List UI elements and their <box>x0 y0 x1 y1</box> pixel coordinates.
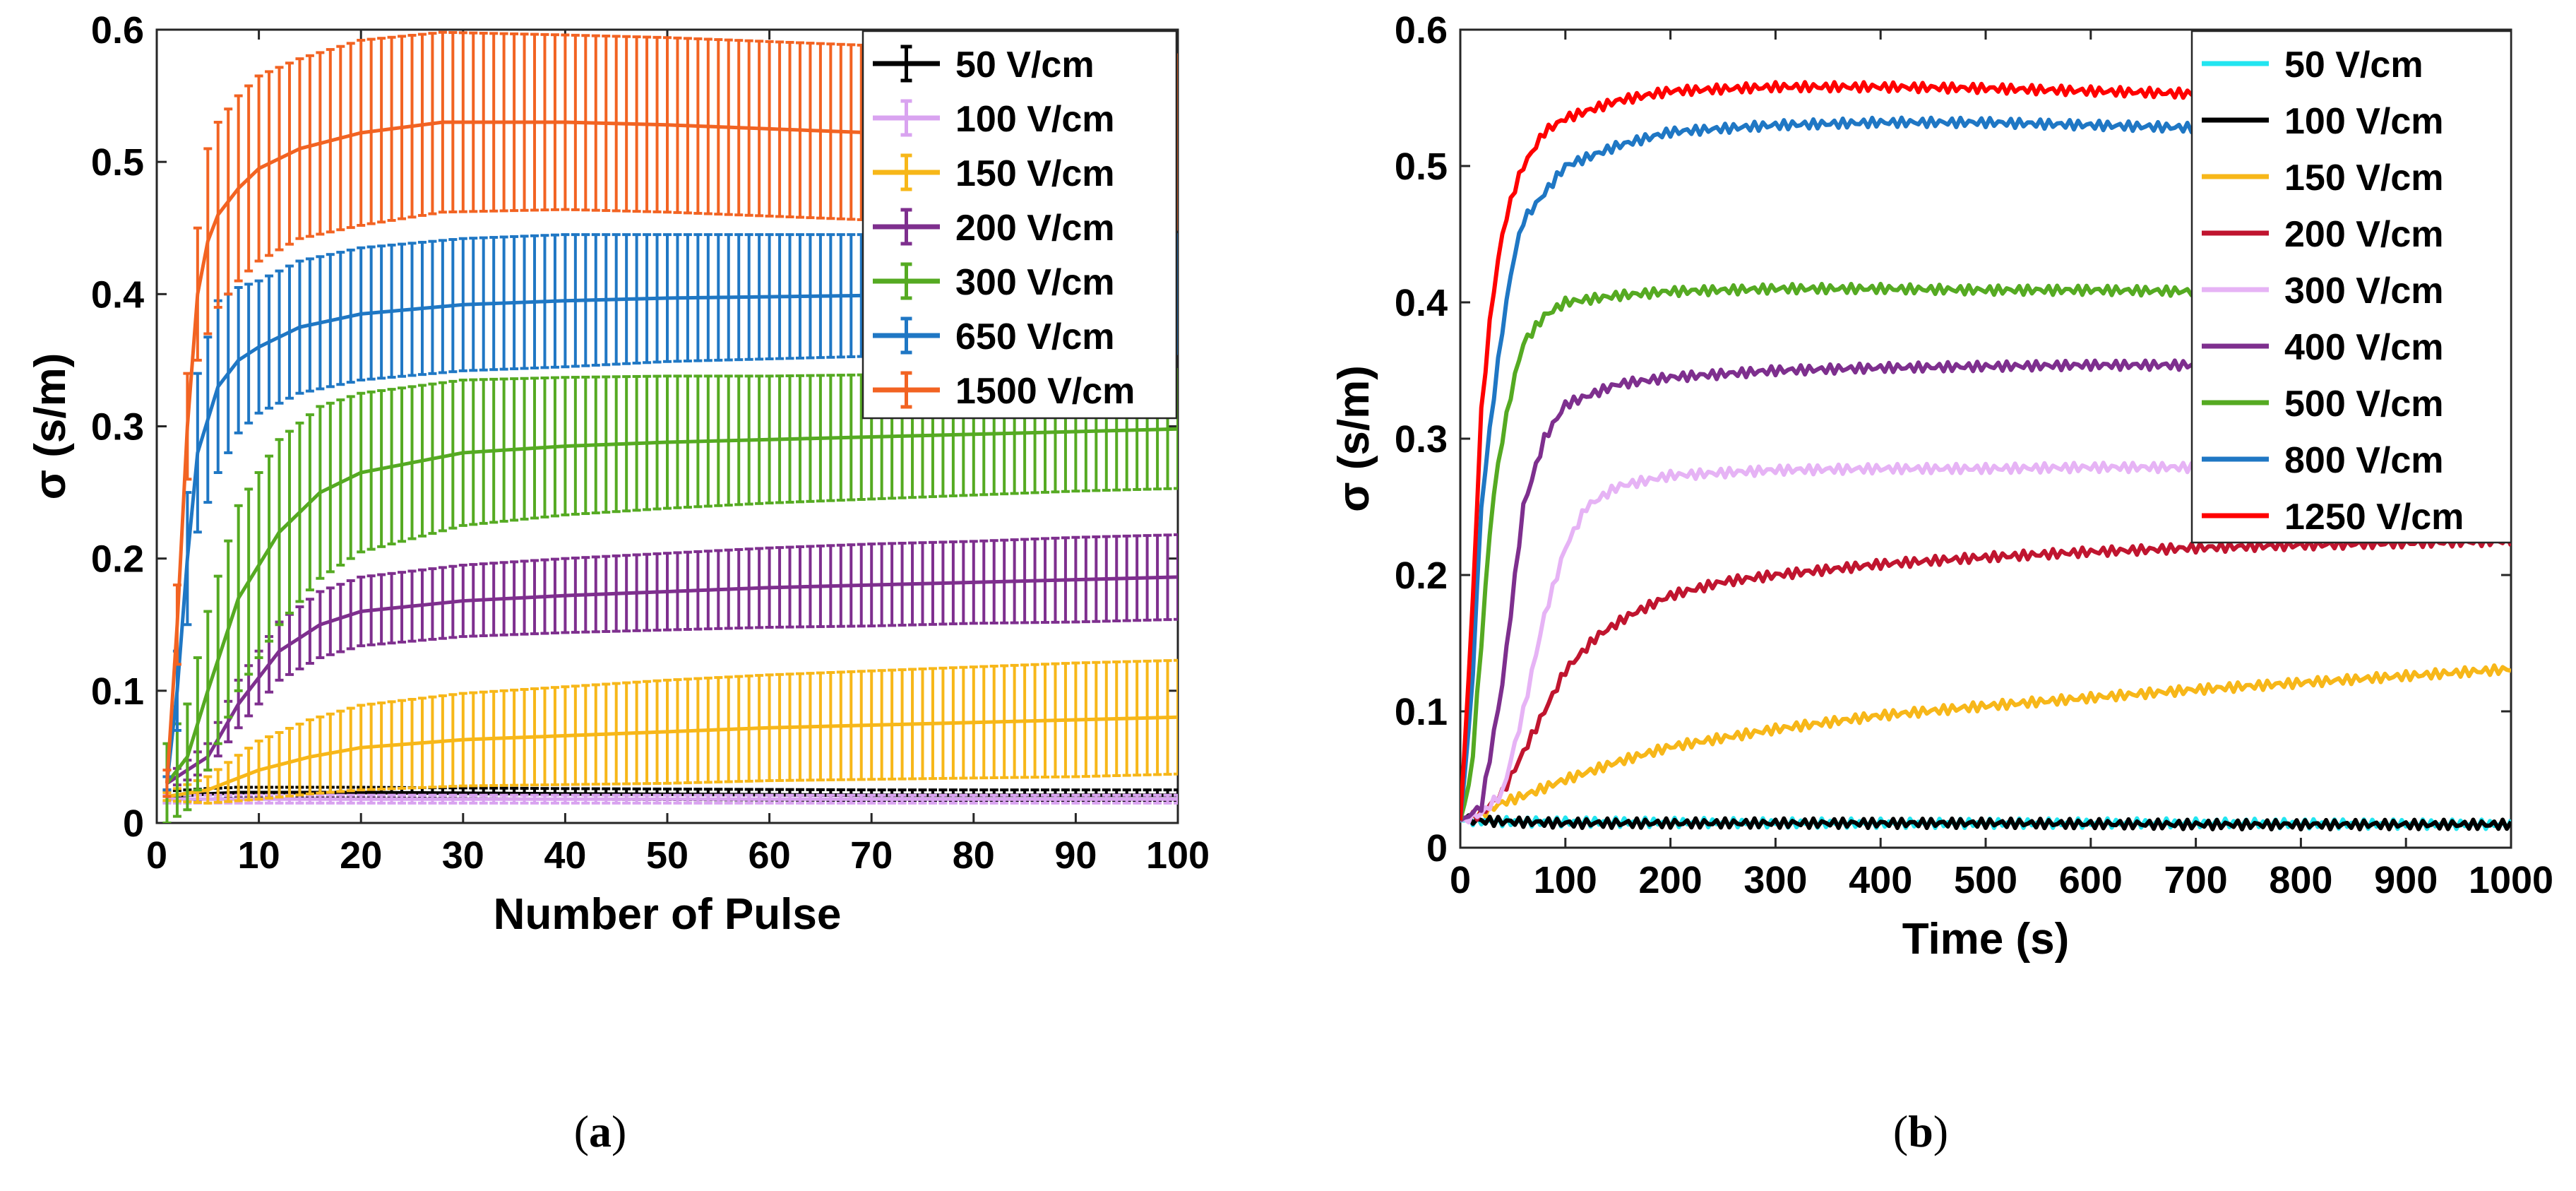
legend-label: 200 V/cm <box>2284 214 2444 255</box>
legend: 50 V/cm 100 V/cm 150 V/cm 200 V/cm 300 V/cm 6… <box>861 30 1178 420</box>
x-tick-label: 70 <box>850 834 893 877</box>
y-tick-label: 0.4 <box>1395 282 1448 324</box>
legend-label: 300 V/cm <box>2284 271 2444 312</box>
x-tick-label: 30 <box>442 834 484 877</box>
x-tick-label: 1000 <box>2469 859 2553 901</box>
series-150-v-cm <box>162 658 1178 805</box>
x-tick-label: 600 <box>2059 859 2123 901</box>
series-200-v-cm <box>1460 534 2511 824</box>
x-tick-label: 60 <box>749 834 791 877</box>
y-tick-label: 0.1 <box>91 670 144 713</box>
chart-a: 0 10 20 30 40 50 60 70 80 90 100 0 0.1 0.2 0.3 0.4 0.5 0.… <box>26 9 1210 939</box>
legend-label: 500 V/cm <box>2284 384 2444 425</box>
x-tick-label: 500 <box>1954 859 2017 901</box>
x-tick-label: 900 <box>2374 859 2438 901</box>
legend-label: 200 V/cm <box>955 208 1115 249</box>
x-tick-label: 700 <box>2164 859 2228 901</box>
legend-label: 400 V/cm <box>2284 327 2444 368</box>
y-tick-label: 0.2 <box>91 538 144 581</box>
legend-entry: 300 V/cm <box>873 262 1115 303</box>
legend-label: 1500 V/cm <box>955 371 1135 412</box>
x-tick-label: 50 <box>646 834 688 877</box>
legend-entry: 50 V/cm <box>2202 45 2423 85</box>
series-300-v-cm <box>162 368 1178 823</box>
x-tick-label: 40 <box>544 834 586 877</box>
legend-entry: 50 V/cm <box>873 45 1095 85</box>
legend-entry: 200 V/cm <box>873 208 1115 249</box>
x-tick-label: 100 <box>1534 859 1597 901</box>
series-line <box>167 715 1178 799</box>
x-tick-label: 90 <box>1054 834 1097 877</box>
x-tick-label: 20 <box>340 834 382 877</box>
series-100-v-cm <box>1460 813 2511 831</box>
x-tick-label: 100 <box>1146 834 1210 877</box>
legend-label: 50 V/cm <box>955 45 1095 85</box>
x-tick-label: 300 <box>1743 859 1807 901</box>
legend-entry: 150 V/cm <box>2202 158 2444 198</box>
chart-b: 0 100 200 300 400 500 600 700 800 900 1000 0 0.1 0.2 0… <box>1330 9 2553 964</box>
x-tick-label: 400 <box>1849 859 1912 901</box>
y-tick-label: 0.5 <box>1395 146 1448 188</box>
y-tick-label: 0 <box>123 802 144 845</box>
legend-entry: 1500 V/cm <box>873 371 1135 412</box>
panel-label-b: (b) <box>1892 1106 1949 1156</box>
y-tick-label: 0.1 <box>1395 691 1448 733</box>
legend-entry: 150 V/cm <box>873 153 1115 194</box>
y-tick-label: 0.6 <box>91 9 144 52</box>
y-tick-label: 0.4 <box>91 273 144 316</box>
y-tick-label: 0.3 <box>91 406 144 449</box>
legend-entry: 650 V/cm <box>873 316 1115 357</box>
y-axis-label: σ (s/m) <box>26 353 75 500</box>
legend: 50 V/cm 100 V/cm 150 V/cm 200 V/cm 300 V/cm 4… <box>2190 30 2512 544</box>
legend-entry: 200 V/cm <box>2202 214 2444 255</box>
y-tick-label: 0.3 <box>1395 418 1448 461</box>
series-line <box>167 790 1178 799</box>
legend-label: 650 V/cm <box>955 316 1115 357</box>
legend-entry: 400 V/cm <box>2202 327 2444 368</box>
x-tick-label: 10 <box>238 834 280 877</box>
legend-entry: 300 V/cm <box>2202 271 2444 312</box>
x-tick-label: 200 <box>1639 859 1703 901</box>
y-axis-label: σ (s/m) <box>1330 365 1378 512</box>
y-tick-label: 0.5 <box>91 141 144 184</box>
x-tick-label: 80 <box>953 834 995 877</box>
x-axis-label: Time (s) <box>1902 915 2070 964</box>
series-line <box>1460 813 2511 831</box>
y-tick-label: 0 <box>1426 827 1448 870</box>
x-tick-label: 800 <box>2269 859 2332 901</box>
x-axis-label: Number of Pulse <box>494 890 842 939</box>
series-line <box>165 427 1178 785</box>
legend-label: 150 V/cm <box>955 153 1115 194</box>
legend-label: 150 V/cm <box>2284 158 2444 198</box>
series-200-v-cm <box>162 533 1178 792</box>
y-tick-label: 0.2 <box>1395 555 1448 597</box>
legend-label: 800 V/cm <box>2284 440 2444 481</box>
legend-label: 100 V/cm <box>955 99 1115 140</box>
x-tick-label: 0 <box>146 834 167 877</box>
legend-entry: 100 V/cm <box>873 99 1115 140</box>
legend-label: 100 V/cm <box>2284 101 2444 142</box>
legend-label: 50 V/cm <box>2284 45 2423 85</box>
panel-label-a: (a) <box>573 1106 627 1156</box>
y-tick-label: 0.6 <box>1395 9 1448 52</box>
legend-entry: 500 V/cm <box>2202 384 2444 425</box>
legend-entry: 1250 V/cm <box>2202 497 2464 538</box>
series-line <box>166 575 1178 785</box>
legend-label: 300 V/cm <box>955 262 1115 303</box>
legend-label: 1250 V/cm <box>2284 497 2464 538</box>
series-150-v-cm <box>1460 663 2511 823</box>
x-tick-label: 0 <box>1450 859 1471 901</box>
series-line <box>1460 663 2511 823</box>
legend-entry: 800 V/cm <box>2202 440 2444 481</box>
series-line <box>1460 534 2511 824</box>
legend-entry: 100 V/cm <box>2202 101 2444 142</box>
